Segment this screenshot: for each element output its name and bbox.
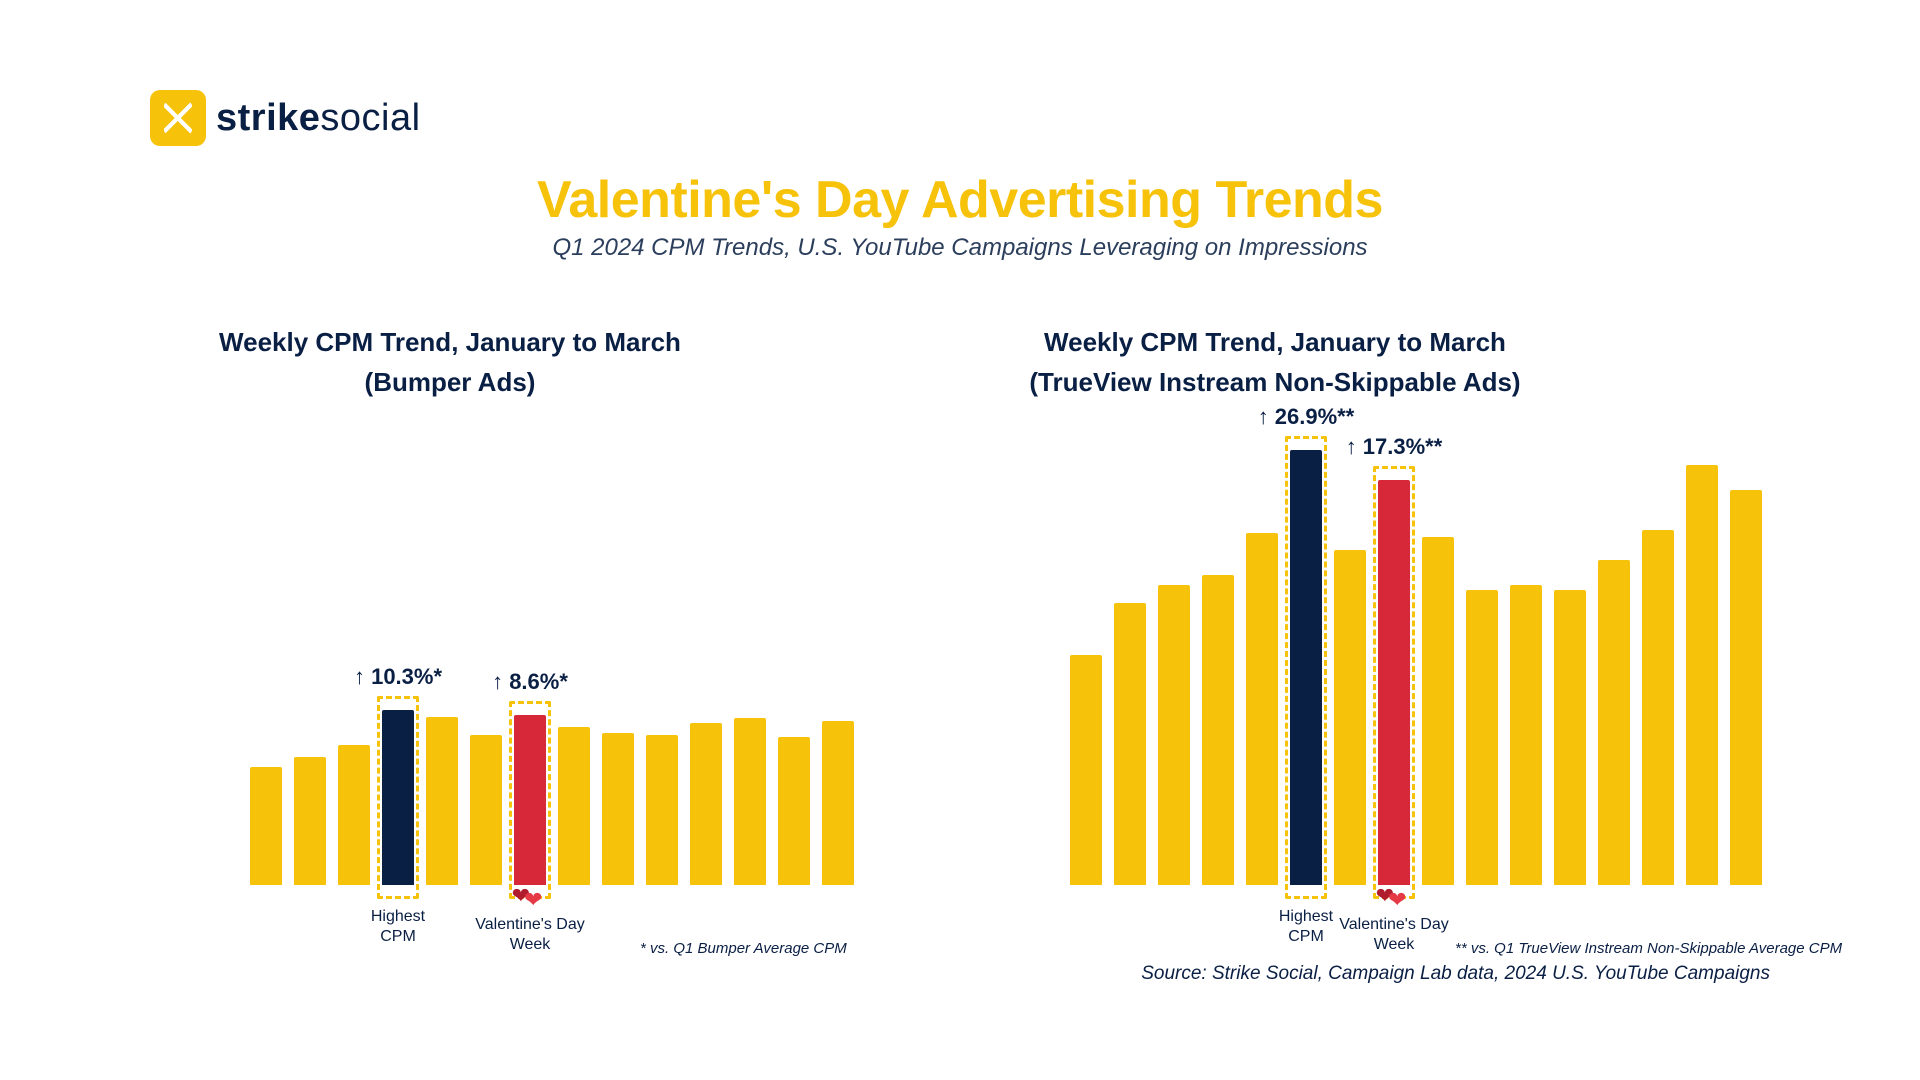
source-citation: Source: Strike Social, Campaign Lab data…: [1141, 963, 1770, 985]
hearts-icon: ❤❤: [1376, 885, 1413, 907]
bar-slot: [1246, 533, 1278, 885]
bar: [1466, 590, 1498, 885]
bar: [1642, 530, 1674, 885]
bar-slot: [734, 718, 766, 885]
delta-label-highest: ↑ 26.9%**: [1258, 404, 1355, 430]
axis-label-valentines: Valentine's DayWeek: [1339, 915, 1448, 955]
bar-slot: [1158, 585, 1190, 885]
bar-valentines: [514, 715, 546, 885]
bar-slot: ↑ 8.6%*Valentine's DayWeek❤❤: [514, 715, 546, 885]
brand-light: social: [320, 97, 420, 139]
bar: [1730, 490, 1762, 885]
bar: [1422, 537, 1454, 885]
bar-slot: [822, 721, 854, 885]
bar-slot: [778, 737, 810, 885]
bar-valentines: [1378, 480, 1410, 885]
left-title-line1: Weekly CPM Trend, January to March: [219, 327, 681, 357]
right-footnote: ** vs. Q1 TrueView Instream Non-Skippabl…: [1455, 940, 1842, 957]
bar-slot: [690, 723, 722, 885]
bar-slot: [1202, 575, 1234, 885]
bar: [426, 717, 458, 885]
bar: [1246, 533, 1278, 885]
main-heading: Valentine's Day Advertising Trends Q1 20…: [0, 170, 1920, 262]
brand-logo-icon: [150, 90, 206, 146]
bar: [558, 727, 590, 885]
bar: [294, 757, 326, 885]
bar-slot: [1070, 655, 1102, 885]
left-title-line2: (Bumper Ads): [365, 367, 536, 397]
delta-label-highest: ↑ 10.3%*: [354, 664, 442, 690]
page-subtitle: Q1 2024 CPM Trends, U.S. YouTube Campaig…: [0, 234, 1920, 262]
bar: [470, 735, 502, 885]
left-footnote: * vs. Q1 Bumper Average CPM: [640, 940, 847, 957]
axis-label-highest: HighestCPM: [371, 907, 425, 947]
bar-slot: [1422, 537, 1454, 885]
bar-slot: [1114, 603, 1146, 885]
delta-label-valentines: ↑ 8.6%*: [492, 669, 568, 695]
bar: [1158, 585, 1190, 885]
bar-slot: [558, 727, 590, 885]
page-title: Valentine's Day Advertising Trends: [0, 170, 1920, 230]
bar-slot: [250, 767, 282, 885]
bar-slot: [1730, 490, 1762, 885]
brand-logo: strikesocial: [150, 90, 421, 146]
bar-slot: [602, 733, 634, 885]
brand-bold: strike: [216, 97, 320, 139]
bar: [602, 733, 634, 885]
axis-label-highest: HighestCPM: [1279, 907, 1333, 947]
bar: [1334, 550, 1366, 885]
right-title-line2: (TrueView Instream Non-Skippable Ads): [1029, 367, 1520, 397]
left-chart-title: Weekly CPM Trend, January to March (Bump…: [180, 322, 720, 403]
bar: [1598, 560, 1630, 885]
delta-label-valentines: ↑ 17.3%**: [1346, 434, 1443, 460]
bar-slot: [294, 757, 326, 885]
bar-slot: [1466, 590, 1498, 885]
bar-slot: ↑ 26.9%**HighestCPM: [1290, 450, 1322, 885]
bar-slot: [470, 735, 502, 885]
left-bar-chart: ↑ 10.3%*HighestCPM ↑ 8.6%*Valentine's Day…: [250, 710, 854, 885]
right-chart-title: Weekly CPM Trend, January to March (True…: [1005, 322, 1545, 403]
bar: [338, 745, 370, 885]
bar-slot: [1598, 560, 1630, 885]
bar-slot: [426, 717, 458, 885]
axis-label-valentines: Valentine's DayWeek: [475, 915, 584, 955]
bar: [778, 737, 810, 885]
bar: [1070, 655, 1102, 885]
bar: [734, 718, 766, 885]
bar: [1686, 465, 1718, 885]
right-bar-chart: ↑ 26.9%**HighestCPM ↑ 17.3%**Valentine's …: [1070, 450, 1762, 885]
brand-logo-text: strikesocial: [216, 97, 421, 140]
page-root: strikesocial Valentine's Day Advertising…: [0, 0, 1920, 1080]
bar-slot: ↑ 17.3%**Valentine's DayWeek❤❤: [1378, 480, 1410, 885]
bar-slot: [1510, 585, 1542, 885]
hearts-icon: ❤❤: [512, 885, 549, 907]
bar: [690, 723, 722, 885]
bar-slot: [1554, 590, 1586, 885]
bar: [1510, 585, 1542, 885]
bar-slot: [1686, 465, 1718, 885]
bar-slot: ↑ 10.3%*HighestCPM: [382, 710, 414, 885]
bar: [1114, 603, 1146, 885]
bar: [822, 721, 854, 885]
bar-highest: [382, 710, 414, 885]
bar: [646, 735, 678, 885]
right-title-line1: Weekly CPM Trend, January to March: [1044, 327, 1506, 357]
bar-highest: [1290, 450, 1322, 885]
bar-slot: [338, 745, 370, 885]
bar-slot: [646, 735, 678, 885]
bar-slot: [1642, 530, 1674, 885]
bar-slot: [1334, 550, 1366, 885]
bar: [1202, 575, 1234, 885]
bar: [1554, 590, 1586, 885]
bar: [250, 767, 282, 885]
